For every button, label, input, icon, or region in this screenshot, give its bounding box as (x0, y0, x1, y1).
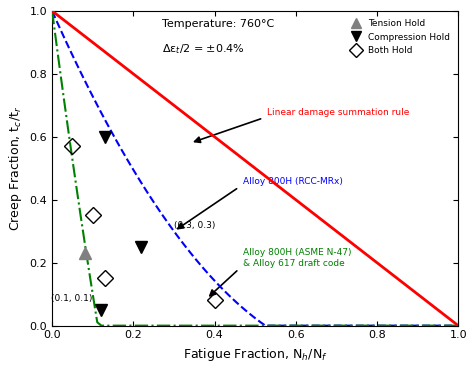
Text: Δε$_t$/2 = ±0.4%: Δε$_t$/2 = ±0.4% (162, 42, 245, 56)
Text: (0.3, 0.3): (0.3, 0.3) (174, 221, 215, 230)
Text: Linear damage summation rule: Linear damage summation rule (267, 108, 410, 117)
Legend: Tension Hold, Compression Hold, Both Hold: Tension Hold, Compression Hold, Both Hol… (344, 16, 454, 59)
Text: (0.1, 0.1): (0.1, 0.1) (51, 294, 93, 303)
Text: Alloy 800H (ASME N-47)
& Alloy 617 draft code: Alloy 800H (ASME N-47) & Alloy 617 draft… (243, 248, 352, 268)
X-axis label: Fatigue Fraction, N$_h$/N$_f$: Fatigue Fraction, N$_h$/N$_f$ (183, 346, 328, 363)
Text: Temperature: 760°C: Temperature: 760°C (162, 18, 274, 29)
Y-axis label: Creep Fraction, t$_c$/t$_r$: Creep Fraction, t$_c$/t$_r$ (7, 105, 24, 231)
Text: Alloy 800H (RCC-MRx): Alloy 800H (RCC-MRx) (243, 177, 343, 186)
